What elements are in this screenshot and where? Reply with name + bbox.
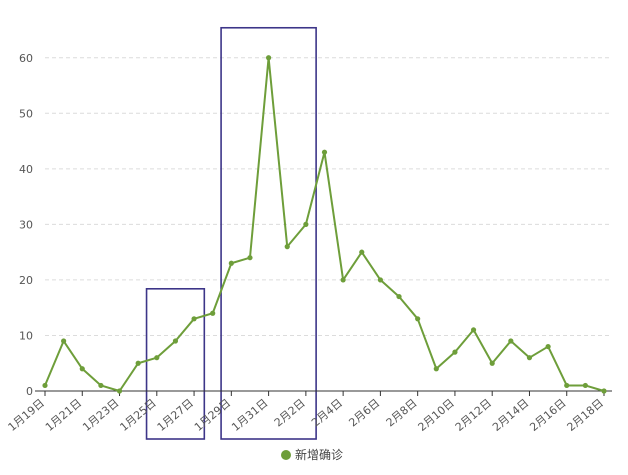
data-point[interactable] bbox=[228, 260, 234, 266]
x-tick-label: 2月16日 bbox=[527, 396, 568, 434]
data-point[interactable] bbox=[489, 360, 495, 366]
legend-label: 新增确诊 bbox=[295, 447, 343, 462]
grid-layer bbox=[45, 57, 612, 336]
y-tick-label: 30 bbox=[19, 218, 33, 231]
y-tick-label: 60 bbox=[19, 52, 33, 65]
data-point[interactable] bbox=[377, 277, 383, 283]
data-point[interactable] bbox=[154, 355, 160, 361]
data-point[interactable] bbox=[284, 244, 290, 250]
data-point[interactable] bbox=[508, 338, 514, 344]
data-point[interactable] bbox=[582, 382, 588, 389]
data-point[interactable] bbox=[135, 360, 141, 366]
data-point[interactable] bbox=[526, 355, 533, 361]
data-point[interactable] bbox=[210, 310, 216, 316]
x-tick-label: 2月18日 bbox=[565, 396, 606, 434]
x-tick-label: 1月29日 bbox=[192, 396, 233, 434]
legend-swatch-icon bbox=[281, 450, 291, 460]
x-tick-label: 1月25日 bbox=[117, 396, 158, 434]
axes: 01020304050601月19日1月21日1月23日1月25日1月27日1月… bbox=[6, 52, 612, 434]
data-point[interactable] bbox=[396, 293, 402, 300]
x-tick-label: 1月21日 bbox=[43, 396, 84, 434]
highlight-box bbox=[145, 287, 206, 440]
data-point[interactable] bbox=[545, 343, 551, 350]
data-point[interactable] bbox=[303, 221, 309, 227]
data-point[interactable] bbox=[247, 255, 253, 261]
x-tick-label: 2月14日 bbox=[490, 396, 531, 434]
data-point[interactable] bbox=[61, 338, 67, 344]
data-point[interactable] bbox=[79, 366, 85, 372]
data-point[interactable] bbox=[266, 55, 272, 61]
data-point[interactable] bbox=[172, 338, 179, 344]
x-tick-label: 2月10日 bbox=[416, 396, 457, 434]
x-tick-label: 1月27日 bbox=[155, 396, 196, 434]
highlight-boxes bbox=[145, 26, 317, 440]
series-line bbox=[44, 56, 605, 392]
x-tick-label: 2月2日 bbox=[272, 396, 308, 429]
data-point[interactable] bbox=[564, 382, 570, 389]
y-tick-label: 20 bbox=[19, 274, 33, 287]
x-tick-label: 2月8日 bbox=[384, 396, 420, 429]
data-point[interactable] bbox=[191, 316, 197, 322]
x-tick-label: 1月31日 bbox=[229, 396, 270, 434]
x-tick-label: 1月23日 bbox=[80, 396, 121, 434]
data-point[interactable] bbox=[116, 388, 123, 394]
data-point[interactable] bbox=[415, 316, 421, 322]
x-tick-label: 2月4日 bbox=[309, 396, 345, 429]
x-tick-label: 2月6日 bbox=[346, 396, 382, 429]
highlight-box bbox=[220, 26, 317, 440]
y-tick-label: 0 bbox=[26, 385, 33, 398]
data-point[interactable] bbox=[433, 366, 439, 372]
data-point[interactable] bbox=[452, 349, 458, 355]
data-point[interactable] bbox=[470, 327, 477, 333]
x-tick-label: 1月19日 bbox=[6, 396, 47, 434]
data-point[interactable] bbox=[359, 249, 365, 255]
legend[interactable]: 新增确诊 bbox=[281, 447, 343, 462]
x-tick-label: 2月12日 bbox=[453, 396, 494, 434]
data-point[interactable] bbox=[321, 149, 328, 155]
series-layer bbox=[42, 55, 607, 394]
data-point[interactable] bbox=[340, 277, 346, 283]
y-tick-label: 50 bbox=[19, 107, 33, 120]
data-point[interactable] bbox=[601, 388, 607, 394]
data-point[interactable] bbox=[42, 382, 48, 389]
y-tick-label: 40 bbox=[19, 163, 33, 176]
data-point[interactable] bbox=[98, 382, 104, 389]
y-tick-label: 10 bbox=[19, 329, 33, 342]
